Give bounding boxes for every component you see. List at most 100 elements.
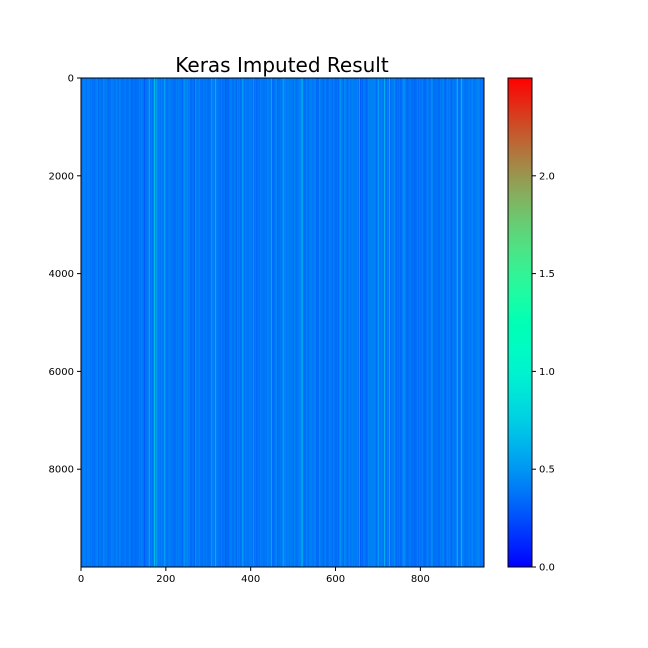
heatmap-column bbox=[434, 78, 436, 567]
heatmap-column bbox=[164, 78, 167, 567]
heatmap-column bbox=[318, 78, 320, 567]
heatmap-column bbox=[160, 78, 162, 567]
heatmap-column bbox=[204, 78, 206, 567]
heatmap-column bbox=[227, 78, 229, 567]
heatmap-column bbox=[276, 78, 279, 567]
heatmap-column bbox=[190, 78, 192, 567]
heatmap-column bbox=[196, 78, 198, 567]
heatmap-column bbox=[335, 78, 337, 567]
heatmap-column bbox=[153, 78, 155, 567]
heatmap-column bbox=[293, 78, 296, 567]
heatmap-column bbox=[271, 78, 273, 567]
heatmap-column bbox=[420, 78, 422, 567]
heatmap-column bbox=[148, 78, 151, 567]
heatmap-column bbox=[455, 78, 457, 567]
heatmap-column bbox=[368, 78, 370, 567]
heatmap-column bbox=[415, 78, 417, 567]
heatmap-column bbox=[219, 78, 221, 567]
heatmap-column bbox=[332, 78, 334, 567]
heatmap-column bbox=[115, 78, 117, 567]
heatmap-column bbox=[369, 78, 371, 567]
heatmap-column bbox=[103, 78, 106, 567]
heatmap-column bbox=[209, 78, 211, 567]
heatmap-column bbox=[429, 78, 431, 567]
heatmap-column bbox=[102, 78, 104, 567]
heatmap-column bbox=[466, 78, 468, 567]
heatmap-column bbox=[265, 78, 267, 567]
heatmap-column bbox=[275, 78, 277, 567]
heatmap-column bbox=[220, 78, 222, 567]
heatmap-column bbox=[215, 78, 217, 567]
heatmap-column bbox=[181, 78, 183, 567]
heatmap-column bbox=[106, 78, 108, 567]
heatmap-column bbox=[209, 78, 212, 567]
heatmap-column bbox=[205, 78, 207, 567]
heatmap-column bbox=[121, 78, 123, 567]
heatmap-column bbox=[476, 78, 478, 567]
heatmap-column bbox=[457, 78, 459, 567]
heatmap-column bbox=[152, 78, 154, 567]
heatmap-column bbox=[316, 78, 318, 567]
heatmap-column bbox=[418, 78, 420, 567]
heatmap-column bbox=[204, 78, 207, 567]
heatmap-column bbox=[384, 78, 386, 567]
heatmap-column bbox=[341, 78, 343, 567]
heatmap-column bbox=[151, 78, 153, 567]
heatmap-column bbox=[137, 78, 139, 567]
heatmap-column bbox=[331, 78, 333, 567]
heatmap-column bbox=[414, 78, 416, 567]
heatmap-column bbox=[377, 78, 380, 567]
heatmap-column bbox=[406, 78, 408, 567]
heatmap-column bbox=[378, 78, 380, 567]
heatmap-column bbox=[343, 78, 345, 567]
heatmap-column bbox=[94, 78, 96, 567]
heatmap-column bbox=[405, 78, 407, 567]
heatmap-column bbox=[181, 78, 184, 567]
heatmap-column bbox=[83, 78, 85, 567]
heatmap-column bbox=[208, 78, 210, 567]
heatmap-column bbox=[161, 78, 163, 567]
heatmap-column bbox=[131, 78, 133, 567]
heatmap-column bbox=[481, 78, 483, 567]
heatmap-column bbox=[270, 78, 272, 567]
heatmap-column bbox=[388, 78, 390, 567]
heatmap-column bbox=[167, 78, 169, 567]
heatmap-column bbox=[448, 78, 450, 567]
heatmap-column bbox=[165, 78, 168, 567]
heatmap-column bbox=[178, 78, 180, 567]
heatmap-column bbox=[125, 78, 128, 567]
heatmap-column bbox=[309, 78, 311, 567]
heatmap-column bbox=[333, 78, 336, 567]
y-tick-label: 0 bbox=[68, 74, 74, 85]
heatmap-column bbox=[324, 78, 326, 567]
heatmap-column bbox=[411, 78, 414, 567]
heatmap-column bbox=[147, 78, 149, 567]
chart-title: Keras Imputed Result bbox=[175, 53, 389, 77]
heatmap-column bbox=[330, 78, 332, 567]
heatmap-column bbox=[295, 78, 297, 567]
heatmap-column bbox=[135, 78, 137, 567]
heatmap-column bbox=[232, 78, 234, 567]
heatmap-column bbox=[316, 78, 319, 567]
heatmap-column bbox=[132, 78, 134, 567]
heatmap-column bbox=[110, 78, 112, 567]
heatmap-column bbox=[477, 78, 479, 567]
heatmap-column bbox=[293, 78, 295, 567]
heatmap-column bbox=[142, 78, 145, 567]
heatmap-column bbox=[424, 78, 426, 567]
heatmap-column bbox=[432, 78, 434, 567]
colorbar-tick-label: 2.0 bbox=[539, 171, 555, 182]
heatmap-column bbox=[143, 78, 145, 567]
heatmap-column bbox=[187, 78, 190, 567]
heatmap-column bbox=[158, 78, 160, 567]
heatmap-column bbox=[289, 78, 291, 567]
heatmap-column bbox=[366, 78, 369, 567]
heatmap-column bbox=[141, 78, 143, 567]
heatmap-column bbox=[308, 78, 310, 567]
heatmap-column bbox=[470, 78, 472, 567]
colorbar-tick-label: 1.5 bbox=[539, 269, 555, 280]
heatmap-column bbox=[237, 78, 240, 567]
heatmap-column bbox=[425, 78, 427, 567]
heatmap-column bbox=[389, 78, 392, 567]
heatmap-column bbox=[259, 78, 261, 567]
